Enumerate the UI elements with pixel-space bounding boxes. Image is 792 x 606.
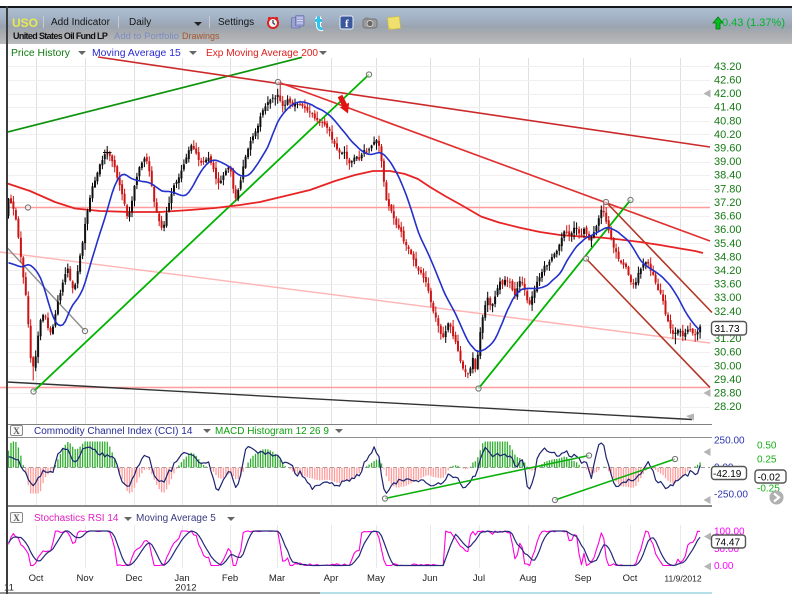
svg-text:36.60: 36.60 xyxy=(714,211,742,223)
svg-text:May: May xyxy=(367,573,385,584)
svg-text:32.40: 32.40 xyxy=(714,306,742,318)
svg-text:Jul: Jul xyxy=(473,573,485,584)
svg-text:33.60: 33.60 xyxy=(714,279,742,291)
svg-text:Dec: Dec xyxy=(126,573,143,584)
svg-text:11: 11 xyxy=(4,583,14,594)
svg-text:39.60: 39.60 xyxy=(714,143,742,155)
svg-text:0.00: 0.00 xyxy=(714,561,734,572)
svg-text:37.80: 37.80 xyxy=(714,183,742,195)
svg-text:Jan: Jan xyxy=(174,573,189,584)
svg-text:36.00: 36.00 xyxy=(714,224,742,236)
svg-text:31.20: 31.20 xyxy=(714,333,742,345)
svg-text:Oct: Oct xyxy=(29,573,44,584)
svg-text:-42.19: -42.19 xyxy=(713,469,742,480)
svg-text:30.60: 30.60 xyxy=(714,347,742,359)
svg-text:-250.00: -250.00 xyxy=(714,490,748,501)
svg-text:-0.02: -0.02 xyxy=(758,473,781,484)
svg-text:29.40: 29.40 xyxy=(714,374,742,386)
svg-text:41.40: 41.40 xyxy=(714,102,742,114)
svg-text:0.25: 0.25 xyxy=(757,455,777,466)
svg-text:Jun: Jun xyxy=(422,573,437,584)
svg-text:Mar: Mar xyxy=(269,573,285,584)
svg-text:40.20: 40.20 xyxy=(714,129,742,141)
svg-text:100.00: 100.00 xyxy=(714,527,745,538)
svg-text:43.20: 43.20 xyxy=(714,61,742,73)
svg-text:28.20: 28.20 xyxy=(714,401,742,413)
svg-text:Aug: Aug xyxy=(520,573,537,584)
svg-text:Sep: Sep xyxy=(575,573,592,584)
svg-text:f: f xyxy=(345,18,349,30)
svg-text:11/9/2012: 11/9/2012 xyxy=(664,574,701,584)
svg-text:42.60: 42.60 xyxy=(714,74,742,86)
svg-text:38.40: 38.40 xyxy=(714,170,742,182)
svg-text:33.00: 33.00 xyxy=(714,292,742,304)
svg-text:42.00: 42.00 xyxy=(714,88,742,100)
svg-text:-0.25: -0.25 xyxy=(757,484,780,495)
svg-text:0.50: 0.50 xyxy=(757,441,777,452)
svg-text:34.20: 34.20 xyxy=(714,265,742,277)
svg-text:2012: 2012 xyxy=(175,583,196,594)
svg-text:28.80: 28.80 xyxy=(714,388,742,400)
svg-text:Apr: Apr xyxy=(324,573,339,584)
svg-text:50.00: 50.00 xyxy=(714,544,739,555)
svg-text:Nov: Nov xyxy=(77,573,94,584)
svg-text:Oct: Oct xyxy=(623,573,638,584)
svg-text:40.80: 40.80 xyxy=(714,115,742,127)
svg-text:37.20: 37.20 xyxy=(714,197,742,209)
svg-text:250.00: 250.00 xyxy=(714,436,745,447)
svg-text:31.73: 31.73 xyxy=(715,324,740,335)
svg-text:39.00: 39.00 xyxy=(714,156,742,168)
svg-text:Feb: Feb xyxy=(222,573,238,584)
svg-text:34.80: 34.80 xyxy=(714,251,742,263)
svg-text:74.47: 74.47 xyxy=(715,538,740,549)
svg-text:35.40: 35.40 xyxy=(714,238,742,250)
svg-text:30.00: 30.00 xyxy=(714,360,742,372)
